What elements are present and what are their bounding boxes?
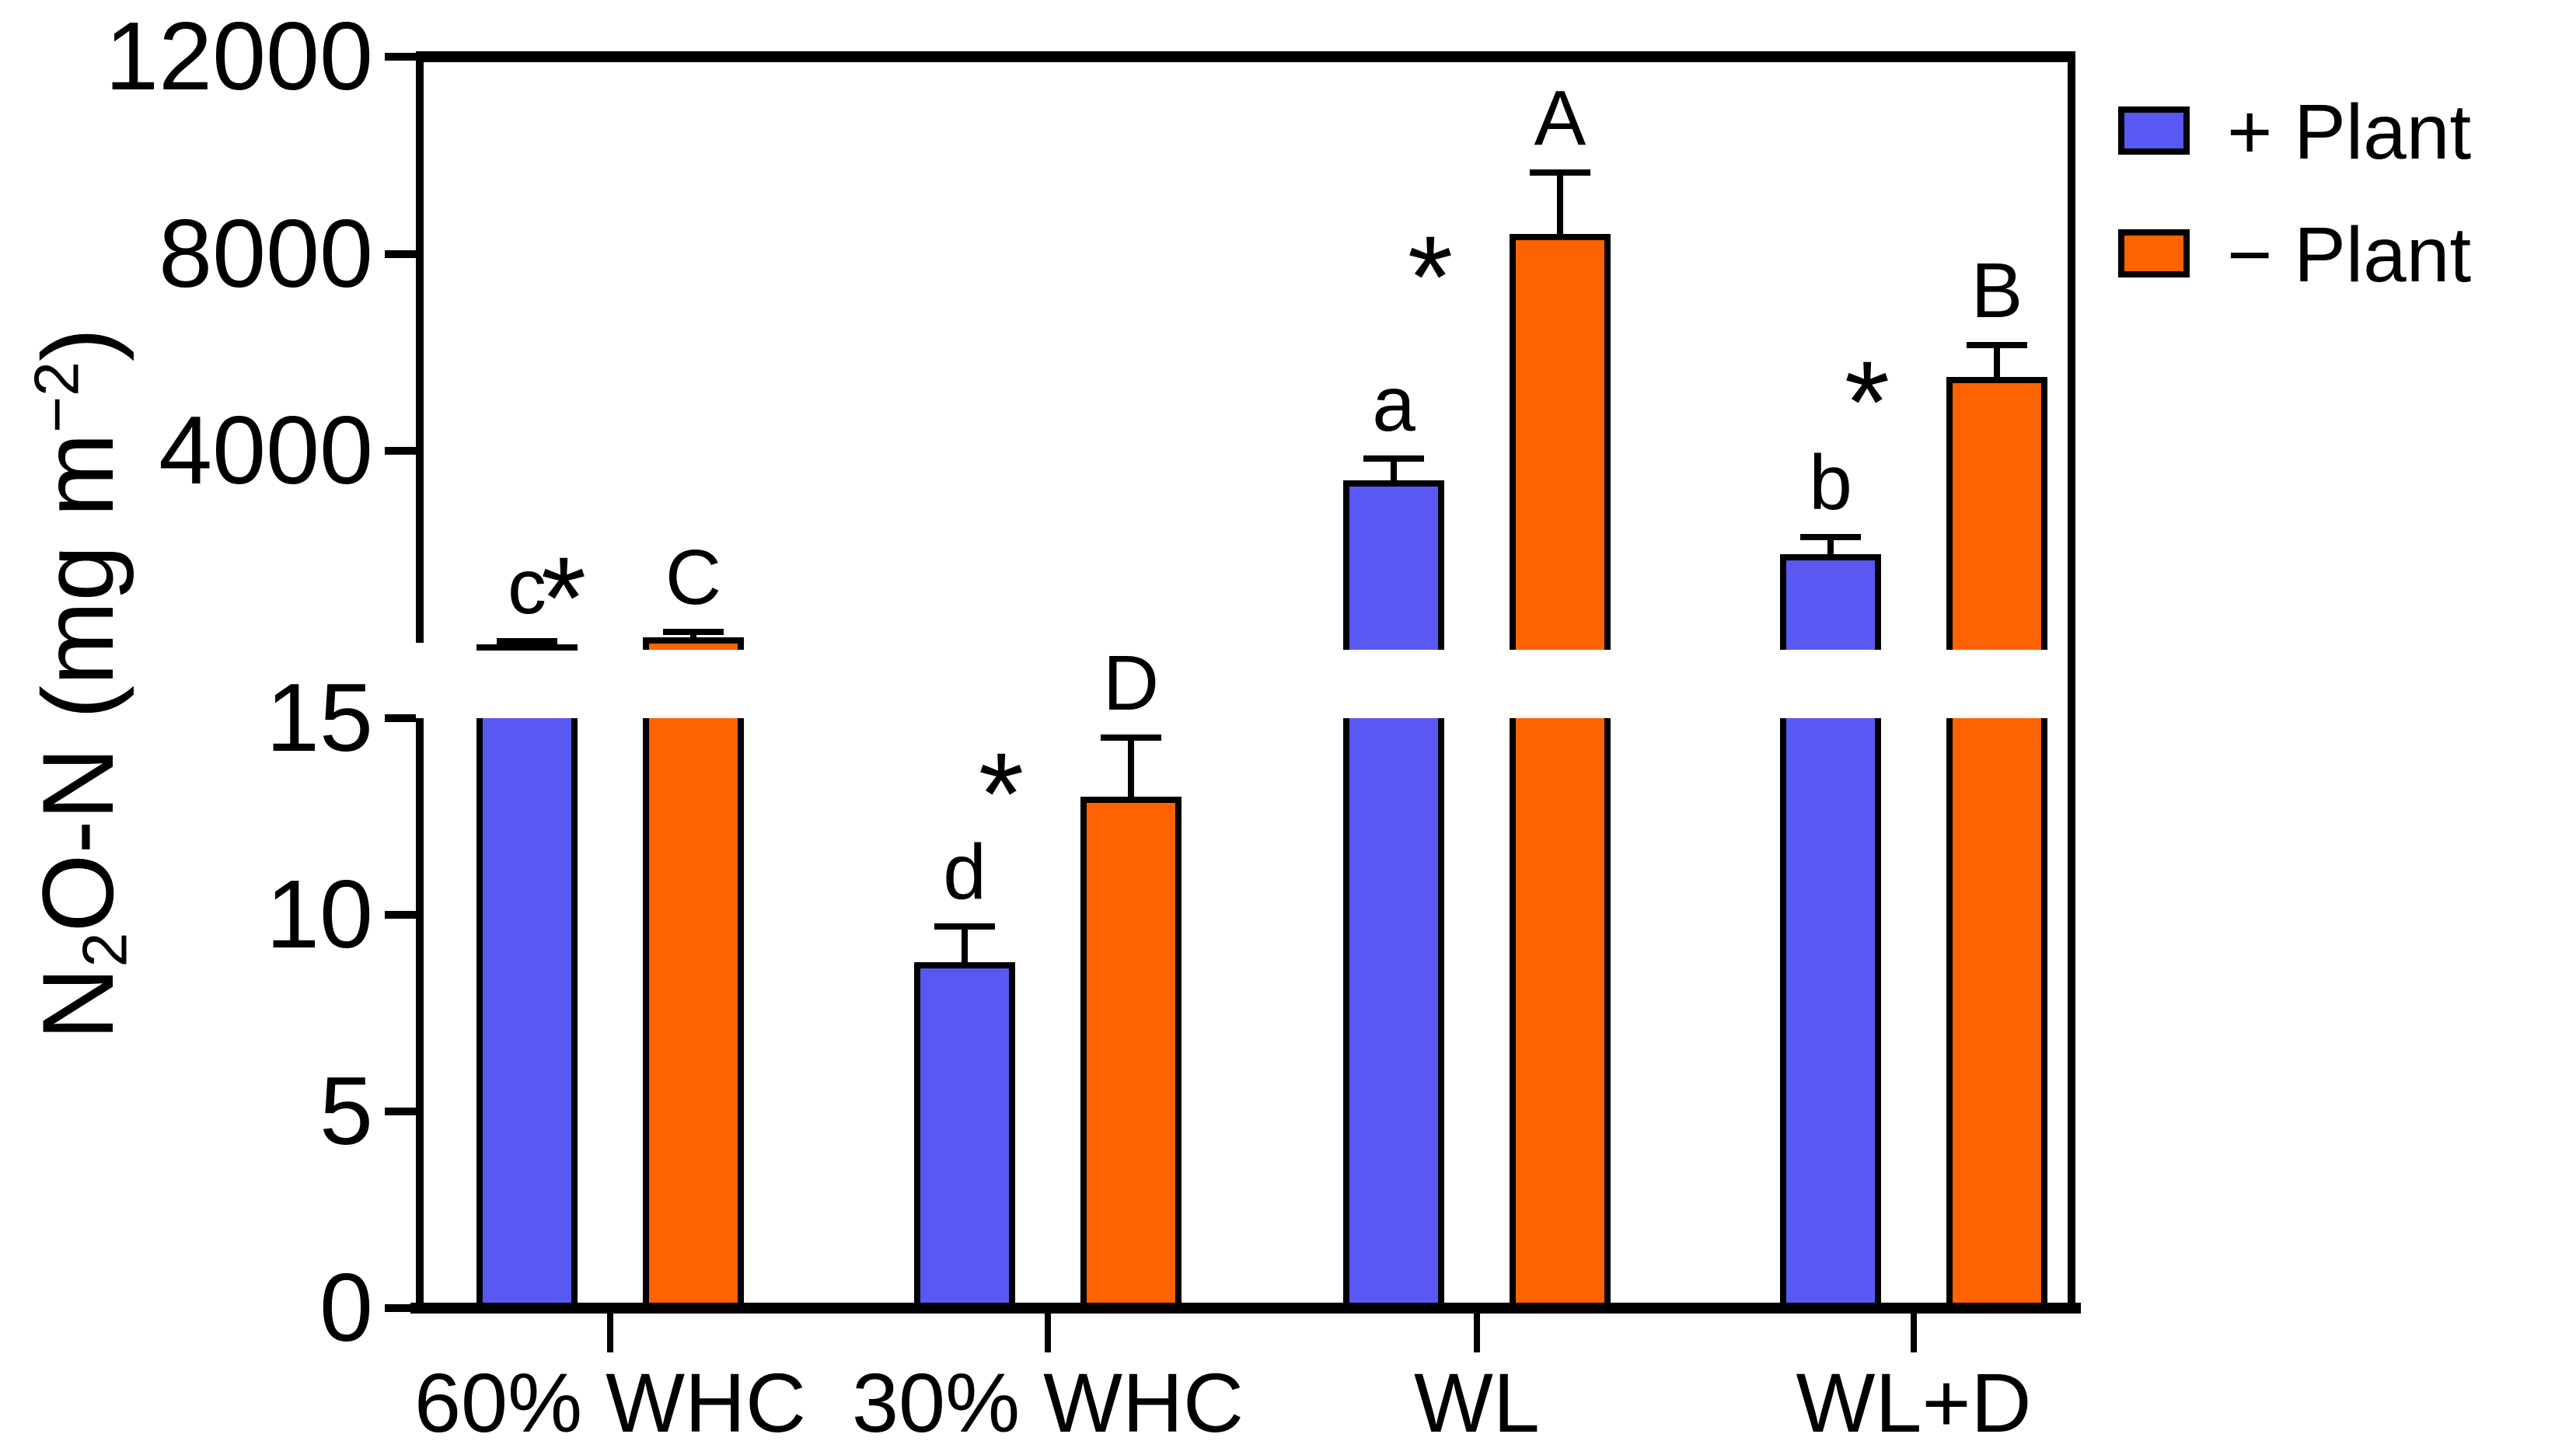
error-bar-cap-30-whc-plant (1101, 734, 1161, 741)
y-tick-4000 (385, 447, 416, 455)
significance-asterisk-wl-d: * (1844, 337, 1890, 468)
error-bar-cap-60-whc-plant (663, 629, 724, 636)
significance-letter-60-whc-plant: c (508, 543, 546, 631)
plot-frame-right (2068, 51, 2075, 1308)
y-tick-5 (385, 1108, 416, 1115)
error-bar-cap-wl-plant (1363, 455, 1424, 462)
y-tick-15 (385, 714, 416, 722)
error-bar-cap-60-whc-plant (497, 638, 557, 645)
error-bar-stem-30-whc-plant (962, 926, 968, 962)
significance-letter-60-whc-plant: C (665, 534, 722, 622)
y-tick-label-15: 15 (266, 665, 373, 772)
x-category-label-wl: WL (1414, 1356, 1540, 1450)
significance-asterisk-wl: * (1407, 211, 1454, 342)
bar-lower-60-whc-plant (643, 718, 744, 1308)
y-tick-label-12000: 12000 (105, 3, 373, 110)
x-tick-wl-d (1911, 1314, 1917, 1352)
significance-asterisk-30-whc: * (978, 728, 1024, 859)
x-axis-baseline (410, 1303, 2081, 1314)
significance-letter-wl-d-plant: b (1809, 438, 1852, 526)
x-tick-wl (1474, 1314, 1480, 1352)
error-bar-stem-wl-plant (1557, 172, 1563, 235)
legend-swatch-minus-plant (2118, 229, 2190, 277)
x-category-label-wl-d: WL+D (1796, 1356, 2032, 1450)
error-bar-stem-wl-d-plant (1827, 536, 1834, 555)
y-tick-10 (385, 911, 416, 919)
error-bar-cap-30-whc-plant (934, 923, 995, 930)
bar-lower-wl-plant (1510, 718, 1611, 1308)
error-bar-cap-wl-plant (1530, 169, 1590, 176)
y-axis-upper-segment (416, 51, 424, 643)
y-tick-8000 (385, 249, 416, 258)
bar-lower-wl-plant (1343, 718, 1444, 1308)
y-tick-0 (385, 1304, 416, 1312)
significance-letter-30-whc-plant: d (943, 829, 986, 916)
significance-letter-wl-plant: a (1372, 360, 1415, 448)
bar-upper-wl-plant (1510, 234, 1611, 650)
x-tick-60-whc (607, 1314, 613, 1352)
error-bar-stem-30-whc-plant (1128, 738, 1134, 797)
plot-frame-top (416, 51, 2075, 62)
significance-letter-wl-plant: A (1534, 74, 1586, 162)
bar-upper-60-whc-plant (643, 637, 744, 650)
legend-swatch-plus-plant (2118, 106, 2190, 155)
error-bar-stem-wl-d-plant (1994, 344, 2000, 377)
bar-upper-wl-d-plant (1946, 376, 2047, 650)
x-category-label-30-whc: 30% WHC (851, 1356, 1244, 1450)
bar-upper-wl-d-plant (1780, 554, 1881, 650)
significance-asterisk-60-whc: * (540, 532, 587, 664)
significance-letter-30-whc-plant: D (1102, 640, 1160, 728)
error-bar-stem-wl-plant (1391, 458, 1397, 481)
bar-lower-60-whc-plant (476, 718, 578, 1308)
bar-lower-wl-d-plant (1780, 718, 1881, 1308)
bar-upper-60-whc-plant (476, 644, 578, 651)
bar-30-whc-plant (1080, 797, 1182, 1308)
bar-upper-wl-plant (1343, 480, 1444, 650)
bar-lower-wl-d-plant (1946, 718, 2047, 1308)
error-bar-cap-wl-d-plant (1800, 533, 1861, 540)
y-tick-label-0: 0 (319, 1254, 373, 1362)
significance-letter-wl-d-plant: B (1970, 246, 2023, 334)
y-tick-label-5: 5 (319, 1058, 373, 1165)
x-tick-30-whc (1045, 1314, 1051, 1352)
legend-label-minus-plant: − Plant (2227, 211, 2472, 298)
y-tick-12000 (385, 53, 416, 61)
y-tick-label-4000: 4000 (159, 397, 373, 504)
x-category-label-60-whc: 60% WHC (414, 1356, 807, 1450)
error-bar-cap-wl-d-plant (1967, 341, 2027, 348)
y-tick-label-8000: 8000 (159, 200, 373, 308)
bar-30-whc-plant (914, 961, 1015, 1308)
y-tick-label-10: 10 (266, 861, 373, 968)
y-axis-lower-segment (416, 718, 424, 1308)
legend-label-plus-plant: + Plant (2227, 89, 2472, 176)
